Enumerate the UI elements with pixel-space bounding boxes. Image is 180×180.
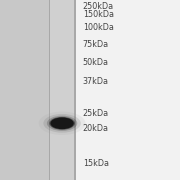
- Ellipse shape: [43, 114, 81, 133]
- Text: 150kDa: 150kDa: [83, 10, 114, 19]
- Ellipse shape: [49, 117, 75, 130]
- Text: 25kDa: 25kDa: [83, 109, 109, 118]
- Text: 75kDa: 75kDa: [83, 40, 109, 49]
- Ellipse shape: [39, 112, 86, 135]
- Bar: [49, 0, 180, 180]
- Text: 250kDa: 250kDa: [83, 2, 114, 11]
- Ellipse shape: [47, 116, 77, 131]
- Bar: [0, 0, 49, 180]
- Ellipse shape: [50, 118, 74, 129]
- Text: 15kDa: 15kDa: [83, 159, 109, 168]
- Text: 100kDa: 100kDa: [83, 23, 114, 32]
- Text: 20kDa: 20kDa: [83, 124, 109, 133]
- Bar: [49, 0, 50, 180]
- Bar: [74, 0, 76, 180]
- Text: 37kDa: 37kDa: [83, 77, 109, 86]
- Text: 50kDa: 50kDa: [83, 58, 109, 67]
- Bar: [49, 0, 76, 180]
